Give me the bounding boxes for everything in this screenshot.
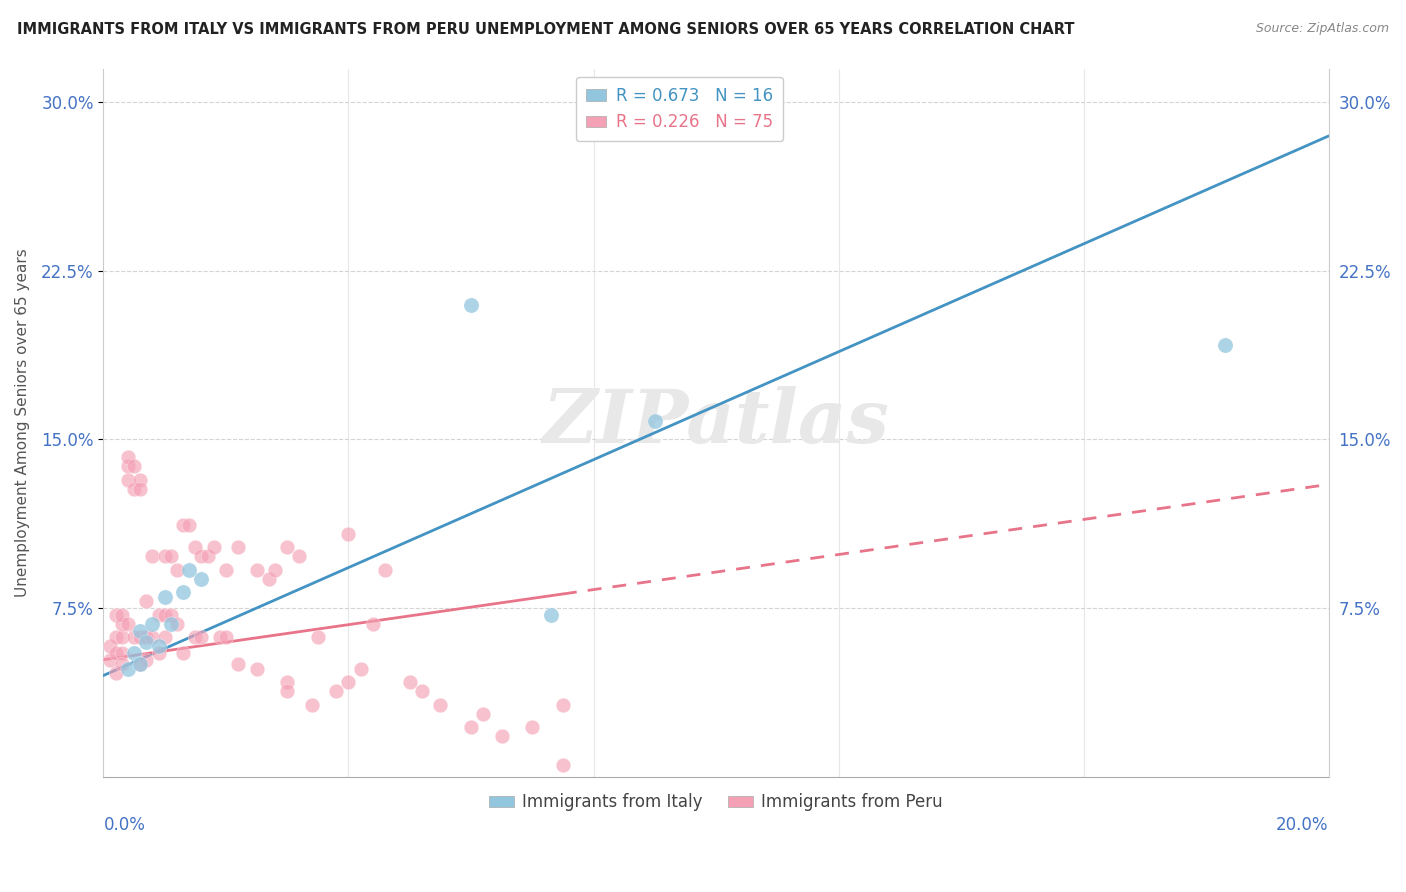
- Point: [166, 563, 188, 577]
- Point: [153, 549, 176, 564]
- Point: [411, 684, 433, 698]
- Point: [472, 706, 495, 721]
- Point: [276, 675, 298, 690]
- Point: [551, 698, 574, 712]
- Point: [398, 675, 420, 690]
- Point: [129, 657, 152, 672]
- Point: [104, 646, 127, 660]
- Point: [135, 630, 157, 644]
- Point: [337, 675, 360, 690]
- Point: [264, 563, 287, 577]
- Point: [135, 594, 157, 608]
- Point: [190, 549, 212, 564]
- Point: [172, 517, 194, 532]
- Point: [122, 459, 145, 474]
- Point: [129, 473, 152, 487]
- Point: [141, 549, 163, 564]
- Point: [491, 729, 513, 743]
- Point: [117, 450, 139, 465]
- Point: [190, 630, 212, 644]
- Point: [148, 639, 170, 653]
- Text: 20.0%: 20.0%: [1277, 815, 1329, 833]
- Point: [226, 657, 249, 672]
- Point: [325, 684, 347, 698]
- Point: [1213, 338, 1236, 352]
- Point: [540, 607, 562, 622]
- Point: [117, 459, 139, 474]
- Point: [184, 541, 207, 555]
- Point: [374, 563, 396, 577]
- Point: [135, 653, 157, 667]
- Point: [276, 541, 298, 555]
- Point: [160, 549, 183, 564]
- Point: [644, 414, 666, 428]
- Point: [460, 720, 482, 734]
- Point: [129, 482, 152, 496]
- Point: [276, 684, 298, 698]
- Point: [361, 616, 384, 631]
- Point: [202, 541, 225, 555]
- Point: [122, 482, 145, 496]
- Point: [179, 517, 201, 532]
- Point: [117, 616, 139, 631]
- Point: [350, 662, 373, 676]
- Point: [153, 607, 176, 622]
- Point: [104, 607, 127, 622]
- Point: [98, 639, 121, 653]
- Point: [129, 624, 152, 638]
- Point: [129, 630, 152, 644]
- Text: IMMIGRANTS FROM ITALY VS IMMIGRANTS FROM PERU UNEMPLOYMENT AMONG SENIORS OVER 65: IMMIGRANTS FROM ITALY VS IMMIGRANTS FROM…: [17, 22, 1074, 37]
- Point: [111, 657, 134, 672]
- Point: [429, 698, 451, 712]
- Point: [257, 572, 280, 586]
- Point: [160, 616, 183, 631]
- Point: [190, 572, 212, 586]
- Text: ZIPatlas: ZIPatlas: [543, 386, 890, 458]
- Point: [522, 720, 544, 734]
- Point: [148, 607, 170, 622]
- Point: [148, 646, 170, 660]
- Point: [153, 630, 176, 644]
- Point: [104, 666, 127, 681]
- Point: [301, 698, 323, 712]
- Point: [141, 616, 163, 631]
- Point: [160, 607, 183, 622]
- Y-axis label: Unemployment Among Seniors over 65 years: Unemployment Among Seniors over 65 years: [15, 248, 30, 597]
- Point: [197, 549, 219, 564]
- Point: [246, 563, 269, 577]
- Point: [111, 607, 134, 622]
- Point: [141, 630, 163, 644]
- Point: [129, 657, 152, 672]
- Point: [337, 526, 360, 541]
- Point: [135, 634, 157, 648]
- Text: 0.0%: 0.0%: [104, 815, 145, 833]
- Text: Source: ZipAtlas.com: Source: ZipAtlas.com: [1256, 22, 1389, 36]
- Point: [117, 473, 139, 487]
- Point: [172, 585, 194, 599]
- Point: [122, 646, 145, 660]
- Point: [166, 616, 188, 631]
- Point: [288, 549, 311, 564]
- Point: [460, 297, 482, 311]
- Point: [551, 758, 574, 772]
- Point: [184, 630, 207, 644]
- Point: [215, 630, 238, 644]
- Point: [226, 541, 249, 555]
- Point: [172, 646, 194, 660]
- Point: [307, 630, 329, 644]
- Point: [111, 630, 134, 644]
- Point: [215, 563, 238, 577]
- Point: [153, 590, 176, 604]
- Point: [179, 563, 201, 577]
- Point: [111, 646, 134, 660]
- Point: [111, 616, 134, 631]
- Point: [117, 662, 139, 676]
- Legend: Immigrants from Italy, Immigrants from Peru: Immigrants from Italy, Immigrants from P…: [482, 787, 949, 818]
- Point: [104, 630, 127, 644]
- Point: [208, 630, 231, 644]
- Point: [98, 653, 121, 667]
- Point: [246, 662, 269, 676]
- Point: [122, 630, 145, 644]
